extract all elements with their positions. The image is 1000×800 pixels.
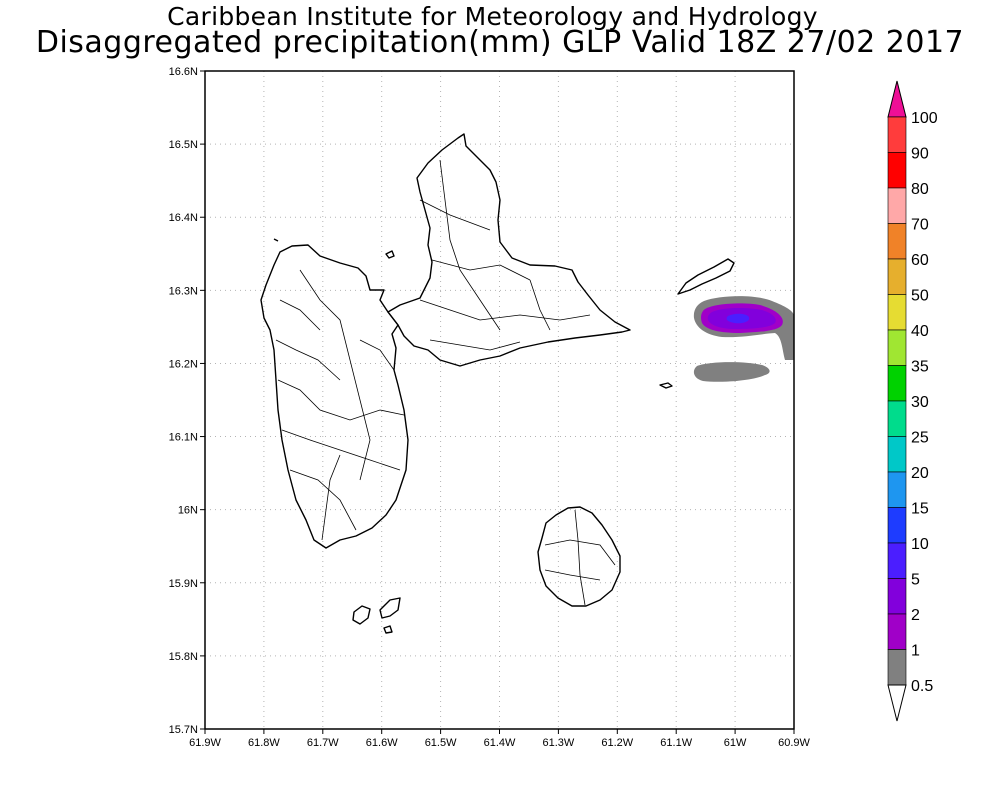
colorbar-label: 30 [911,394,929,411]
lon-tick-label: 61.8W [248,737,280,749]
colorbar-label: 15 [911,501,929,518]
colorbar-swatch [887,294,907,331]
lon-tick-label: 61.6W [366,737,398,749]
lon-tick-label: 61.3W [543,737,575,749]
colorbar-swatch [887,400,907,437]
map-title-line1: Caribbean Institute for Meteorology and … [167,2,818,31]
lon-tick-label: 61.1W [660,737,692,749]
map-title-line2: Disaggregated precipitation(mm) GLP Vali… [35,25,965,60]
lat-tick-label: 15.7N [169,724,198,736]
island-la-desirade [677,258,735,295]
lat-tick-label: 15.9N [169,578,198,590]
colorbar-swatch [887,152,907,189]
lon-tick-label: 61.7W [307,737,339,749]
map-frame [204,70,795,730]
colorbar-label: 100 [911,110,938,127]
colorbar-label: 35 [911,359,929,376]
colorbar-swatch [887,507,907,544]
colorbar-label: 2 [911,607,920,624]
island-marie-galante [537,506,621,607]
map-grid [205,71,794,729]
island-grande-terre [387,133,631,367]
colorbar-bottom-arrow [887,684,907,722]
colorbar-swatch [887,542,907,579]
colorbar-swatch [887,436,907,473]
colorbar-label: 50 [911,288,929,305]
colorbar-swatch [887,471,907,508]
precip-area-grey-south [693,362,770,382]
colorbar-swatch [887,223,907,260]
lat-tick-label: 16.3N [169,285,198,297]
colorbar-swatch [887,329,907,366]
colorbar-label: 0.5 [911,678,933,695]
colorbar-label: 40 [911,323,929,340]
lat-tick-label: 16.1N [169,432,198,444]
colorbar-label: 70 [911,217,929,234]
lat-tick-label: 16.6N [169,66,198,78]
lat-tick-label: 15.8N [169,651,198,663]
watershed-boundaries [275,159,616,606]
precipitation-field [693,296,794,382]
lon-tick-label: 61.9W [189,737,221,749]
latitude-axis: 16.6N 16.5N 16.4N 16.3N 16.2N 16.1N 16N 15.9N 15… [169,66,205,736]
lat-tick-label: 16.2N [169,358,198,370]
colorbar-label: 25 [911,430,929,447]
colorbar-label: 60 [911,252,929,269]
island-petite-terre [659,382,673,389]
lat-tick-label: 16N [178,505,198,517]
colorbar-swatch [887,116,907,153]
colorbar-swatch [887,187,907,224]
colorbar-label: 20 [911,465,929,482]
colorbar-swatch [887,578,907,615]
longitude-axis: 61.9W 61.8W 61.7W 61.6W 61.5W 61.4W 61.3W 61.2W… [189,729,811,749]
colorbar-swatch [887,613,907,650]
lat-tick-label: 16.5N [169,139,198,151]
colorbar-label: 1 [911,643,920,660]
lat-tick-label: 16.4N [169,212,198,224]
lon-tick-label: 61.2W [601,737,633,749]
islet-saintes-small [383,625,393,634]
colorbar-swatch [887,258,907,295]
coastlines [260,133,735,634]
colorbar-label: 10 [911,536,929,553]
colorbar-top-arrow [887,80,907,118]
island-les-saintes-west [352,605,371,625]
lon-tick-label: 60.9W [778,737,810,749]
lon-tick-label: 61W [724,737,747,749]
colorbar-label: 80 [911,181,929,198]
lon-tick-label: 61.5W [425,737,457,749]
colorbar-label: 90 [911,146,929,163]
precip-area-blue [726,313,750,324]
colorbar-swatch [887,649,907,686]
island-basse-terre [260,244,409,549]
colorbar: 100 90 80 70 60 50 40 35 30 25 20 15 10 5 2 1 0.5 [887,80,938,722]
lon-tick-label: 61.4W [484,737,516,749]
colorbar-swatch [887,365,907,402]
colorbar-label: 5 [911,572,920,589]
islet-north-1 [273,238,279,242]
island-les-saintes-east [379,597,401,619]
islet-north-2 [385,250,395,259]
